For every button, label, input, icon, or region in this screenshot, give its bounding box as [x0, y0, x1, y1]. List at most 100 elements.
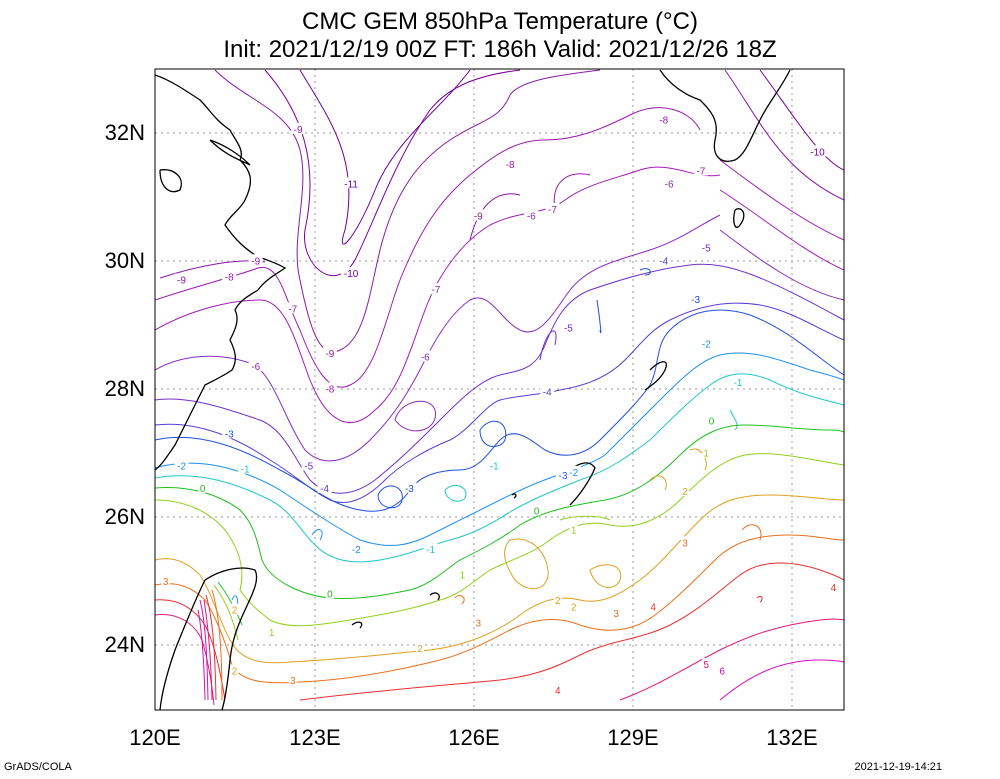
contour-label-bg: [416, 642, 424, 654]
contour-label: -4: [320, 484, 329, 495]
contour-label-bg: [566, 465, 581, 477]
contour-label: -9: [177, 276, 186, 287]
contour-six: [199, 599, 844, 701]
contour-label-bg: [428, 283, 443, 295]
lon-tick-126e: 126E: [448, 725, 500, 750]
contour-label: -1: [490, 461, 499, 472]
contour-label: -10: [810, 147, 825, 158]
contour-label-bg: [702, 658, 711, 670]
contour-label: -2: [702, 340, 711, 351]
contour-label-bg: [238, 462, 253, 474]
lon-tick-123e: 123E: [289, 725, 341, 750]
contour-label: -3: [405, 484, 414, 495]
contour-label: 3: [290, 676, 296, 687]
contour-label: 6: [719, 667, 725, 678]
contour-minus-1: [155, 373, 844, 563]
contour-label-bg: [341, 267, 362, 279]
contour-label-bg: [553, 594, 562, 606]
contour-label-bg: [174, 459, 189, 471]
contour-label: 1: [269, 628, 275, 639]
kume-island: [511, 493, 517, 499]
contour-label: -6: [251, 362, 260, 373]
contour-label: 0: [709, 417, 715, 428]
contour-label: -8: [225, 272, 234, 283]
contour-label-bg: [322, 347, 337, 359]
contour-label: 2: [555, 596, 561, 607]
contour-zero: [155, 424, 844, 599]
miyako-island: [429, 592, 440, 601]
map-subtitle: Init: 2021/12/19 00Z FT: 186h Valid: 202…: [223, 36, 777, 63]
contour-label-bg: [681, 536, 689, 548]
contour-label: 2: [571, 602, 577, 613]
contour-label: 2: [682, 487, 688, 498]
contour-minus-7: [155, 166, 844, 423]
contour-label-bg: [402, 481, 417, 493]
contour-labels: -9-11-8-9 -6-7-8-7-6-10-5-4-10-9-9 -8-7-7-…: [161, 113, 838, 697]
contour-label-bg: [702, 446, 711, 458]
contour-label-bg: [569, 600, 578, 612]
okinawa-island: [569, 462, 596, 506]
contour-label-bg: [649, 600, 658, 612]
contour-label-bg: [681, 485, 689, 497]
contour-minus-4: [155, 302, 844, 503]
lat-tick-32n: 32N: [104, 120, 145, 145]
contour-label-bg: [540, 385, 555, 397]
lat-tick-24n: 24N: [104, 632, 145, 657]
china-coast-detail: [159, 169, 182, 193]
contour-label-bg: [656, 113, 671, 125]
contour-label-bg: [688, 292, 703, 304]
contour-label: 3: [476, 618, 482, 629]
contour-label: 2: [417, 644, 423, 655]
contour-minus-5: [155, 263, 844, 494]
ishigaki-island: [351, 621, 363, 629]
contour-label: -10: [344, 269, 359, 280]
contour-label: -7: [431, 285, 440, 296]
contour-label: -1: [241, 465, 250, 476]
contour-label: -2: [177, 461, 186, 472]
contour-label: 0: [327, 590, 333, 601]
contour-label: -6: [421, 352, 430, 363]
contour-minus-10: [264, 69, 844, 277]
lon-tick-132e: 132E: [766, 725, 818, 750]
map-frame: [154, 68, 845, 711]
contour-four: [155, 562, 844, 701]
contour-label: 4: [555, 686, 561, 697]
contour-label-bg: [718, 664, 727, 676]
contour-minus-3: [155, 268, 844, 512]
contour-label-bg: [222, 427, 237, 439]
contour-label-bg: [418, 350, 433, 362]
contour-label-bg: [656, 254, 671, 266]
amami-island: [644, 361, 667, 391]
contour-label: 4: [831, 583, 837, 594]
contour-label: -5: [702, 243, 711, 254]
contour-label: 0: [534, 506, 540, 517]
contour-label: -6: [665, 179, 674, 190]
contour-label-bg: [301, 459, 316, 471]
contour-label: -8: [325, 385, 334, 396]
contour-label-bg: [553, 683, 562, 695]
lon-tick-129e: 129E: [607, 725, 659, 750]
contour-label: -4: [659, 256, 668, 267]
contour-label: -1: [734, 378, 743, 389]
contour-label-bg: [503, 158, 518, 170]
contour-three: [155, 524, 844, 684]
contour-label-bg: [693, 164, 708, 176]
contour-label-bg: [561, 321, 576, 333]
contour-label-bg: [829, 581, 838, 593]
contour-label-bg: [325, 587, 334, 599]
contour-label-bg: [230, 664, 239, 676]
contour-minus-8: [155, 107, 844, 388]
contour-label: -3: [559, 471, 568, 482]
contour-label: -8: [659, 115, 668, 126]
contour-label-bg: [317, 481, 332, 493]
contour-label-bg: [556, 469, 571, 481]
contour-label-bg: [545, 203, 560, 215]
china-coast: [155, 74, 287, 471]
contour-label: 3: [613, 609, 619, 620]
chongming-island-coast: [209, 139, 251, 166]
contour-label: -2: [569, 468, 578, 479]
contour-label-bg: [198, 481, 207, 493]
contour-label: 3: [163, 577, 169, 588]
contour-label: -11: [344, 179, 358, 190]
